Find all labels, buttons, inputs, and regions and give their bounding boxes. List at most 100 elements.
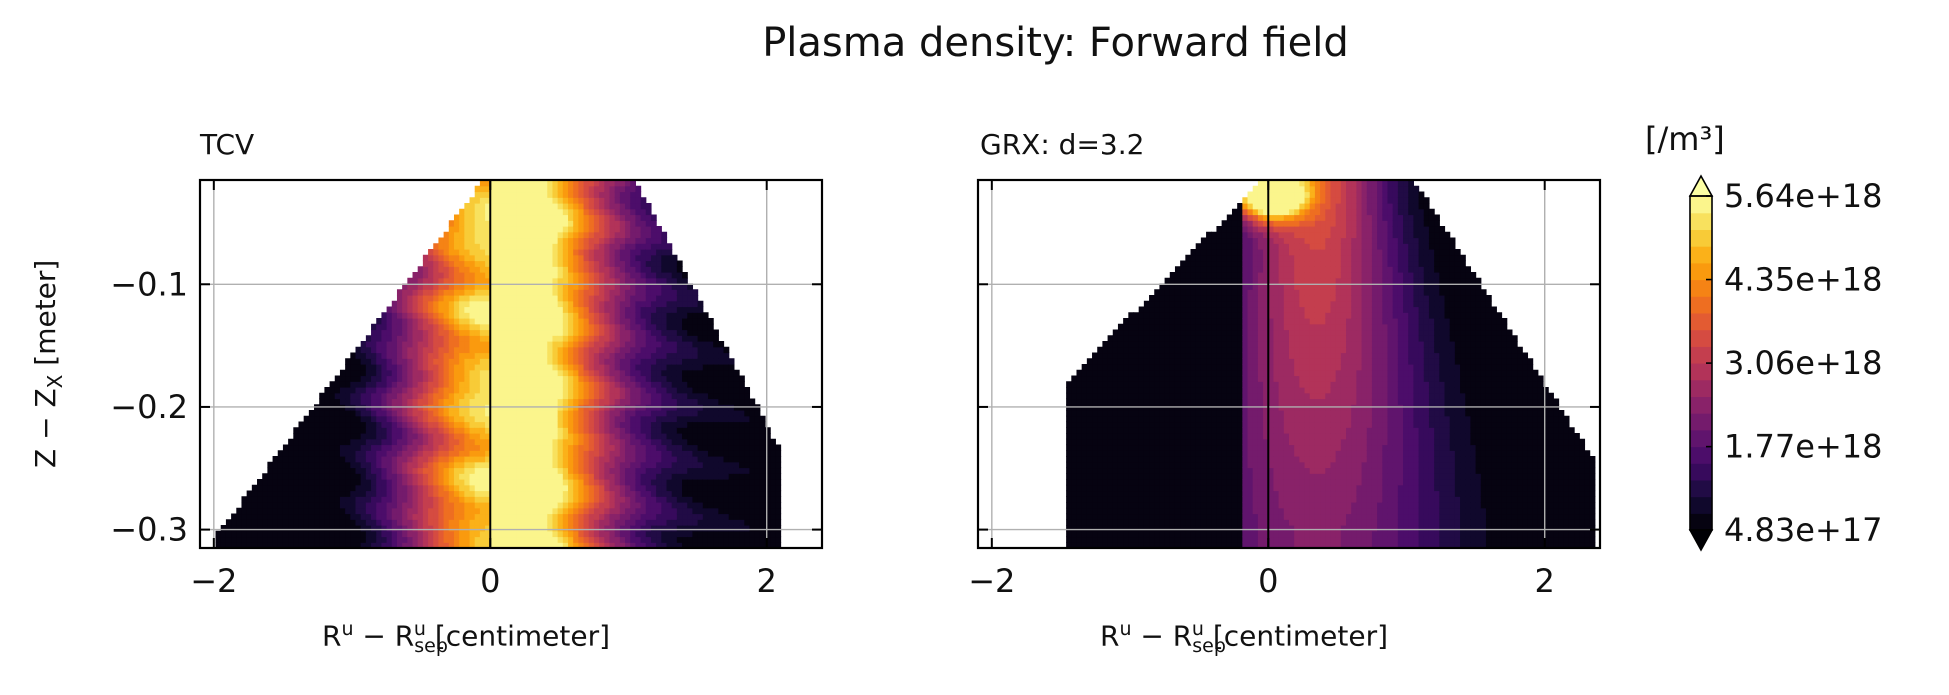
field-cell (412, 312, 419, 319)
field-cell (713, 530, 719, 538)
field-cell (656, 364, 662, 371)
field-cell (630, 375, 636, 382)
field-cell (702, 525, 709, 532)
field-cell (573, 329, 579, 336)
field-cell (619, 329, 626, 336)
field-cell (718, 387, 725, 394)
field-cell (511, 490, 517, 497)
field-cell (495, 410, 502, 417)
field-cell (526, 185, 533, 193)
field-cell (625, 519, 631, 526)
field-cell (459, 525, 465, 532)
field-cell (1081, 496, 1088, 503)
field-cell (339, 415, 346, 423)
field-cell (521, 335, 528, 342)
field-cell (459, 450, 465, 457)
field-cell (542, 410, 548, 417)
field-cell (360, 358, 367, 365)
field-cell (334, 536, 341, 543)
field-cell (625, 542, 631, 548)
field-cell (417, 496, 424, 503)
x-axis-label-right: Ru − Rsepu [centimeter] (1100, 618, 1389, 657)
field-cell (562, 300, 569, 308)
field-cell (630, 341, 636, 348)
field-cell (573, 208, 579, 216)
field-cell (490, 450, 497, 457)
field-cell (464, 300, 471, 308)
field-cell (339, 490, 346, 497)
field-cell (267, 530, 274, 538)
field-cell (650, 525, 657, 532)
field-cell (443, 410, 450, 417)
field-cell (666, 473, 673, 480)
field-cell (1066, 450, 1072, 457)
field-cell (759, 496, 766, 503)
field-cell (568, 214, 574, 221)
field-cell (593, 295, 600, 302)
field-cell (671, 525, 678, 532)
field-cell (433, 329, 440, 336)
field-cell (288, 467, 294, 474)
field-cell (1081, 513, 1088, 520)
field-cell (448, 272, 455, 279)
field-cell (464, 231, 471, 239)
field-cell (360, 461, 367, 469)
field-cell (697, 300, 704, 308)
field-cell (376, 513, 383, 520)
field-cell (557, 525, 564, 532)
field-cell (614, 542, 621, 548)
field-cell (656, 318, 662, 325)
field-cell (578, 191, 585, 198)
field-cell (759, 479, 766, 486)
field-cell (593, 507, 600, 515)
field-cell (547, 444, 554, 451)
field-cell (329, 502, 336, 509)
field-cell (319, 502, 325, 509)
field-cell (609, 289, 616, 296)
field-cell (536, 398, 543, 405)
field-cell (536, 272, 543, 279)
field-cell (505, 277, 512, 285)
field-cell (588, 438, 595, 446)
field-cell (433, 536, 440, 543)
field-cell (1102, 479, 1109, 486)
field-cell (464, 249, 471, 256)
field-cell (656, 231, 662, 239)
field-cell (391, 542, 398, 548)
field-cell (583, 185, 590, 193)
field-cell (267, 479, 274, 486)
field-cell (505, 507, 512, 515)
field-cell (635, 237, 642, 244)
field-cell (500, 461, 507, 469)
field-cell (464, 473, 471, 480)
field-cell (604, 214, 611, 221)
field-cell (578, 415, 585, 423)
field-cell (640, 226, 647, 233)
field-cell (542, 484, 548, 492)
field-cell (479, 542, 486, 548)
field-cell (562, 484, 569, 492)
field-cell (733, 427, 740, 434)
field-cell (1066, 530, 1072, 538)
field-cell (459, 484, 465, 492)
field-cell (718, 375, 725, 382)
field-cell (521, 289, 528, 296)
field-cell (355, 358, 362, 365)
field-cell (682, 484, 688, 492)
field-cell (308, 519, 315, 526)
field-cell (355, 496, 362, 503)
field-cell (573, 346, 579, 354)
field-cell (542, 341, 548, 348)
field-cell (573, 375, 579, 382)
field-cell (1081, 381, 1088, 388)
field-cell (661, 496, 668, 503)
field-cell (1092, 530, 1098, 538)
field-cell (396, 392, 403, 400)
field-cell (516, 306, 522, 313)
field-cell (645, 542, 652, 548)
field-cell (531, 191, 538, 198)
field-cell (298, 502, 305, 509)
field-cell (609, 387, 616, 394)
field-cell (739, 450, 745, 457)
field-cell (386, 542, 393, 548)
